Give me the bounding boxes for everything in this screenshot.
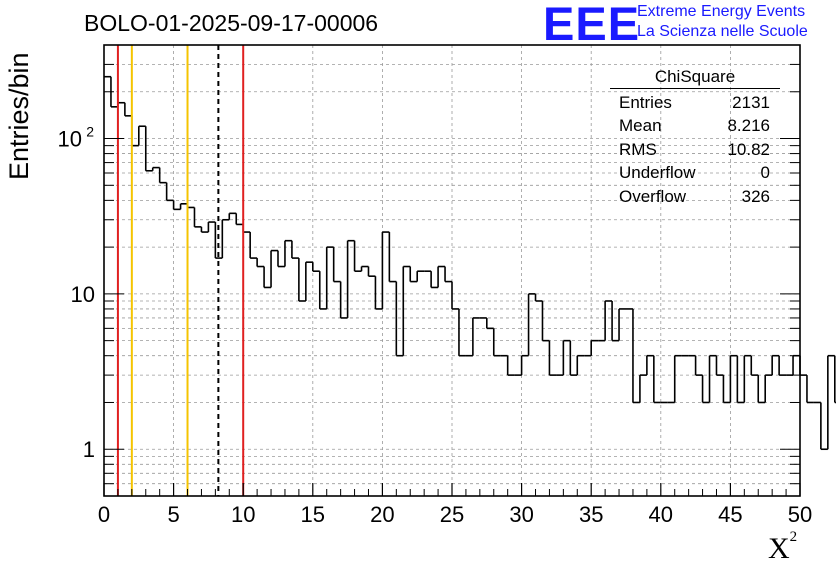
stats-row-underflow: Underflow 0	[612, 161, 778, 184]
stats-row-rms: RMS 10.82	[612, 138, 778, 161]
grid-lines	[104, 45, 800, 496]
logo-tagline-1: Extreme Energy Events	[637, 3, 806, 20]
x-tick-label: 35	[579, 502, 603, 527]
stats-row-mean: Mean 8.216	[612, 114, 778, 137]
x-axis-label-exponent: 2	[789, 529, 798, 545]
x-tick-label: 45	[718, 502, 742, 527]
x-tick-label: 5	[167, 502, 179, 527]
stats-title: ChiSquare	[610, 66, 780, 89]
stats-box: ChiSquare Entries 2131 Mean 8.216 RMS 10.82…	[610, 66, 780, 208]
x-axis-label-base: X	[768, 532, 790, 565]
x-tick-label: 15	[301, 502, 325, 527]
y-tick-label: 10	[71, 282, 95, 307]
stats-value: 8.216	[727, 116, 770, 136]
x-tick-label: 30	[509, 502, 533, 527]
histogram-series	[104, 75, 836, 451]
x-tick-label: 40	[649, 502, 673, 527]
y-tick-label: 1	[83, 437, 95, 462]
stats-label: Mean	[619, 116, 662, 136]
x-axis-label: X2	[768, 529, 798, 566]
stats-value: 10.82	[727, 139, 770, 159]
x-tick-label: 50	[788, 502, 812, 527]
stats-label: RMS	[619, 139, 657, 159]
x-tick-label: 25	[440, 502, 464, 527]
stats-row-overflow: Overflow 326	[612, 185, 778, 208]
stats-label: Overflow	[619, 186, 687, 206]
eee-logo: EEE	[543, 0, 641, 50]
x-tick-label: 0	[98, 502, 110, 527]
stats-value: 0	[760, 163, 770, 183]
stats-value: 326	[741, 186, 770, 206]
stats-label: Underflow	[619, 163, 696, 183]
reference-lines	[116, 45, 245, 496]
y-tick-label-exponent: 2	[86, 124, 94, 140]
logo-tagline-2: La Scienza nelle Scuole	[637, 23, 808, 40]
stats-label: Entries	[619, 93, 672, 112]
stats-value: 2131	[732, 93, 770, 112]
y-axis-label: Entries/bin	[4, 52, 34, 180]
y-tick-label: 10	[58, 127, 82, 152]
stats-row-entries: Entries 2131	[612, 91, 778, 114]
run-title: BOLO-01-2025-09-17-00006	[84, 10, 379, 36]
x-tick-label: 20	[370, 502, 394, 527]
x-tick-label: 10	[231, 502, 255, 527]
